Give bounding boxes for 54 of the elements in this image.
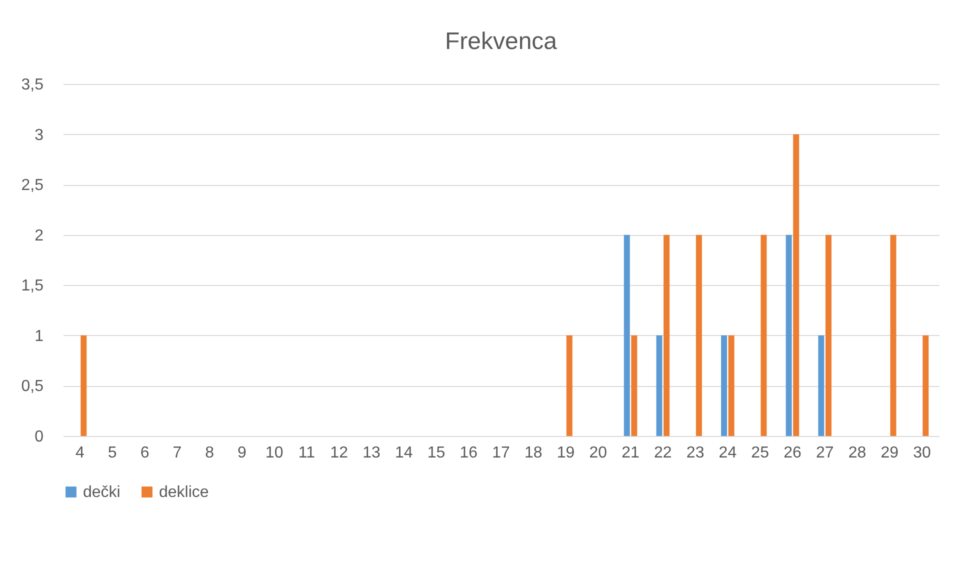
y-tick-label: 0 xyxy=(34,428,44,446)
x-tick-label: 28 xyxy=(848,444,866,462)
chart-title: Frekvenca xyxy=(444,28,558,55)
y-tick-label: 1,5 xyxy=(21,278,44,295)
bar xyxy=(922,335,929,436)
y-tick-label: 0,5 xyxy=(21,378,44,396)
bar xyxy=(793,134,800,436)
y-tick-label: 3 xyxy=(34,126,44,144)
x-tick-label: 22 xyxy=(654,444,672,462)
x-tick-label: 21 xyxy=(622,444,640,462)
x-tick-label: 4 xyxy=(76,444,85,462)
bar xyxy=(786,234,792,436)
x-tick-label: 25 xyxy=(751,444,770,462)
x-tick-label: 7 xyxy=(172,444,182,462)
bar xyxy=(890,234,896,436)
x-tick-label: 6 xyxy=(140,444,150,462)
bar xyxy=(624,234,630,436)
bar xyxy=(818,335,824,436)
x-tick-label: 27 xyxy=(816,444,834,462)
x-tick-label: 5 xyxy=(108,444,117,462)
x-tick-label: 30 xyxy=(913,444,931,462)
x-tick-label: 23 xyxy=(686,444,704,462)
y-tick-label: 1 xyxy=(34,328,44,345)
bar xyxy=(80,335,87,436)
x-tick-label: 19 xyxy=(556,444,575,462)
x-tick-label: 20 xyxy=(589,444,608,462)
x-tick-label: 18 xyxy=(524,444,542,462)
bar xyxy=(825,234,832,436)
bar xyxy=(566,335,572,436)
bar xyxy=(631,335,638,436)
x-tick-label: 12 xyxy=(330,444,348,462)
bar xyxy=(664,234,670,436)
x-tick-label: 10 xyxy=(265,444,284,462)
x-tick-label: 15 xyxy=(427,444,446,462)
y-tick-label: 3,5 xyxy=(21,76,44,94)
x-tick-label: 17 xyxy=(492,444,510,462)
x-tick-label: 8 xyxy=(205,444,214,462)
x-tick-label: 26 xyxy=(784,444,802,462)
x-tick-label: 16 xyxy=(460,444,478,462)
bar xyxy=(721,335,728,436)
bar xyxy=(728,335,734,436)
legend-label: dečki xyxy=(83,484,120,501)
y-tick-label: 2 xyxy=(34,227,44,244)
x-tick-label: 29 xyxy=(880,444,899,462)
x-tick-label: 24 xyxy=(718,444,737,462)
bar xyxy=(760,234,767,436)
x-tick-label: 14 xyxy=(394,444,413,462)
x-tick-label: 13 xyxy=(362,444,380,462)
bar xyxy=(696,234,702,436)
legend-label: deklice xyxy=(159,484,209,501)
bar xyxy=(656,335,662,436)
x-tick-label: 9 xyxy=(237,444,246,462)
x-tick-label: 11 xyxy=(298,444,316,462)
y-tick-label: 2,5 xyxy=(21,177,44,194)
